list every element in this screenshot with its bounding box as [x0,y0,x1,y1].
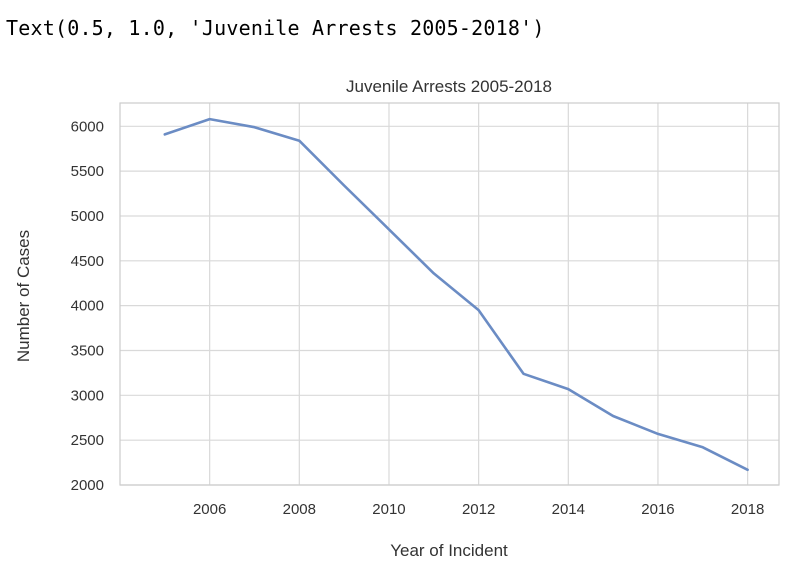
grid-lines [120,103,779,486]
x-tick-label: 2012 [462,501,495,518]
x-tick-label: 2008 [283,501,316,518]
y-tick-label: 4000 [71,298,104,315]
x-tick-label: 2018 [731,501,764,518]
y-tick-label: 5500 [71,163,104,180]
x-tick-labels: 2006 2008 2010 2012 2014 2016 2018 [193,501,764,518]
x-tick-label: 2016 [641,501,674,518]
y-tick-label: 2000 [71,477,104,494]
series-layer [163,117,749,472]
y-axis-label: Number of Cases [14,230,33,362]
y-tick-label: 5000 [71,208,104,225]
x-tick-label: 2010 [372,501,405,518]
y-tick-labels: 2000 2500 3000 3500 4000 4500 5000 5500 6000 [71,118,104,494]
y-tick-label: 3000 [71,387,104,404]
x-tick-label: 2014 [552,501,585,518]
series-line [163,117,749,472]
plot-frame [119,102,780,486]
x-tick-label: 2006 [193,501,226,518]
y-tick-label: 3500 [71,342,104,359]
y-tick-label: 4500 [71,253,104,270]
x-axis-label: Year of Incident [390,541,508,560]
chart-title: Juvenile Arrests 2005-2018 [346,77,552,96]
y-tick-label: 2500 [71,432,104,449]
y-tick-label: 6000 [71,118,104,135]
cell-output-text: Text(0.5, 1.0, 'Juvenile Arrests 2005-20… [6,16,545,40]
